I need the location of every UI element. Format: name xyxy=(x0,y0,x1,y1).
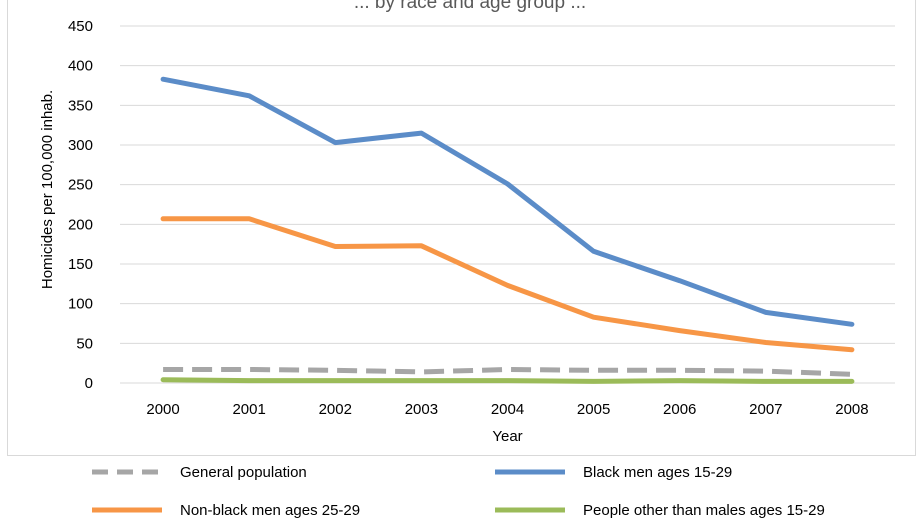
y-tick-label: 400 xyxy=(68,58,93,75)
x-tick-label: 2005 xyxy=(577,401,610,418)
y-tick-label: 250 xyxy=(68,177,93,194)
y-tick-label: 450 xyxy=(68,18,93,35)
x-tick-label: 2000 xyxy=(146,401,179,418)
x-tick-label: 2001 xyxy=(232,401,265,418)
x-tick-label: 2008 xyxy=(835,401,868,418)
series-line-0 xyxy=(160,76,855,327)
legend-label-0: General population xyxy=(180,464,307,481)
y-tick-label: 100 xyxy=(68,296,93,313)
y-tick-label: 350 xyxy=(68,97,93,114)
x-tick-label: 2004 xyxy=(491,401,524,418)
x-tick-label: 2007 xyxy=(749,401,782,418)
y-tick-label: 200 xyxy=(68,216,93,233)
chart-area-border xyxy=(7,0,916,456)
y-tick-label: 0 xyxy=(85,375,93,392)
legend-label-3: People other than males ages 15-29 xyxy=(583,502,825,519)
series-line-3 xyxy=(160,377,855,384)
series-line-2 xyxy=(163,367,852,377)
y-tick-label: 50 xyxy=(76,335,93,352)
y-tick-label: 300 xyxy=(68,137,93,154)
legend-label-2: Non-black men ages 25-29 xyxy=(180,502,360,519)
y-axis-title: Homicides per 100,000 inhab. xyxy=(39,90,56,289)
chart-title: ... by race and age group ... xyxy=(354,0,586,13)
y-tick-label: 150 xyxy=(68,256,93,273)
x-axis-title: Year xyxy=(492,428,522,445)
legend-label-1: Black men ages 15-29 xyxy=(583,464,732,481)
x-tick-label: 2006 xyxy=(663,401,696,418)
x-tick-label: 2003 xyxy=(405,401,438,418)
x-tick-label: 2002 xyxy=(319,401,352,418)
series-line-1 xyxy=(160,216,855,353)
